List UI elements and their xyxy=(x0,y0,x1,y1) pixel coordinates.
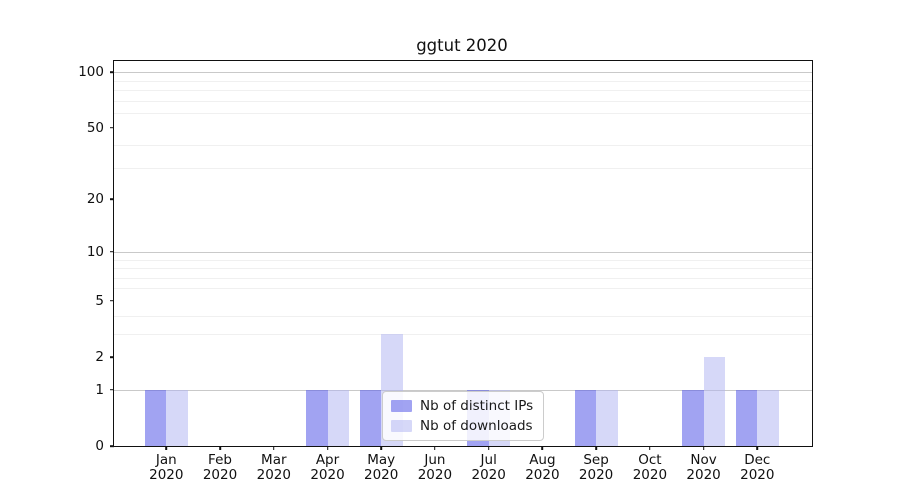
legend-row-ips: Nb of distinct IPs xyxy=(391,398,533,414)
x-tick-mark-jul xyxy=(487,446,490,450)
legend-label-downloads: Nb of downloads xyxy=(420,418,533,434)
legend-swatch-downloads xyxy=(391,420,412,432)
x-tick-mark-jun xyxy=(434,446,436,450)
x-tick-label-apr: Apr 2020 xyxy=(310,452,345,483)
bar-nb-of-distinct-ips-apr xyxy=(306,389,328,446)
gridline-90 xyxy=(114,80,812,82)
y-tick-label-0: 0 xyxy=(95,438,104,454)
x-tick-label-mar: Mar 2020 xyxy=(256,452,291,483)
y-tick-label-1: 1 xyxy=(95,381,104,398)
gridline-80 xyxy=(114,90,812,91)
gridline-8 xyxy=(114,268,812,269)
x-tick-label-may: May 2020 xyxy=(364,452,399,483)
y-tick-label-50: 50 xyxy=(86,119,104,136)
y-tick-label-100: 100 xyxy=(78,64,104,81)
bar-nb-of-downloads-apr xyxy=(327,389,349,446)
y-tick-mark-2 xyxy=(110,356,114,358)
bar-nb-of-distinct-ips-may xyxy=(359,389,382,446)
chart-title: ggtut 2020 xyxy=(416,36,508,55)
x-tick-label-aug: Aug 2020 xyxy=(525,452,560,483)
x-tick-mark-feb xyxy=(219,446,221,450)
bar-nb-of-downloads-jan xyxy=(166,389,188,446)
gridline-10 xyxy=(114,251,812,253)
x-tick-mark-oct xyxy=(649,446,651,450)
gridline-1 xyxy=(114,389,812,391)
y-tick-label-2: 2 xyxy=(95,349,104,365)
gridline-6 xyxy=(114,288,812,290)
x-tick-mark-aug xyxy=(541,446,544,450)
x-tick-label-jan: Jan 2020 xyxy=(149,452,184,483)
y-tick-mark-20 xyxy=(110,198,114,201)
legend-label-distinct-ips: Nb of distinct IPs xyxy=(420,398,534,414)
x-tick-label-jul: Jul 2020 xyxy=(471,452,506,483)
gridline-60 xyxy=(114,113,812,114)
y-tick-label-5: 5 xyxy=(95,292,104,309)
legend-row-downloads: Nb of downloads xyxy=(391,418,533,434)
bar-nb-of-downloads-dec xyxy=(757,389,779,446)
gridline-9 xyxy=(114,259,812,261)
y-tick-mark-1 xyxy=(110,389,114,391)
bar-nb-of-distinct-ips-dec xyxy=(735,389,758,446)
x-tick-label-nov: Nov 2020 xyxy=(686,452,721,483)
legend: Nb of distinct IPs Nb of downloads xyxy=(382,391,545,441)
x-tick-mark-jan xyxy=(165,446,168,450)
x-tick-mark-dec xyxy=(756,446,759,450)
gridline-100 xyxy=(114,72,812,74)
bar-nb-of-downloads-nov xyxy=(703,357,726,446)
gridline-3 xyxy=(114,333,812,335)
x-tick-mark-nov xyxy=(702,446,705,450)
x-tick-mark-may xyxy=(380,446,382,450)
gridline-4 xyxy=(114,315,812,317)
y-tick-mark-10 xyxy=(110,251,114,253)
gridline-7 xyxy=(114,277,812,279)
gridline-30 xyxy=(114,167,812,169)
gridline-40 xyxy=(114,145,812,147)
y-tick-mark-5 xyxy=(110,300,114,302)
bar-nb-of-distinct-ips-sep xyxy=(574,389,597,446)
y-tick-mark-50 xyxy=(110,126,114,129)
bar-nb-of-distinct-ips-jan xyxy=(144,389,167,446)
x-tick-label-sep: Sep 2020 xyxy=(578,452,614,483)
gridline-70 xyxy=(114,100,812,102)
x-tick-mark-mar xyxy=(273,446,275,450)
x-tick-label-feb: Feb 2020 xyxy=(202,452,238,483)
x-tick-label-dec: Dec 2020 xyxy=(740,452,775,483)
plot-area: 0 1 2 5 10 20 50 100 Jan 2020 Feb 2020 Mar 2020 Ap… xyxy=(78,60,813,483)
y-tick-mark-0 xyxy=(110,445,114,447)
legend-swatch-distinct-ips xyxy=(391,400,412,412)
y-tick-mark-100 xyxy=(110,71,114,73)
y-tick-label-20: 20 xyxy=(86,191,104,208)
x-tick-label-oct: Oct 2020 xyxy=(632,452,668,483)
x-tick-mark-apr xyxy=(326,446,329,450)
bar-nb-of-distinct-ips-nov xyxy=(682,389,704,446)
x-tick-mark-sep xyxy=(595,446,597,450)
bar-nb-of-downloads-sep xyxy=(596,389,618,446)
y-tick-label-10: 10 xyxy=(86,243,104,260)
x-tick-label-jun: Jun 2020 xyxy=(417,452,453,483)
